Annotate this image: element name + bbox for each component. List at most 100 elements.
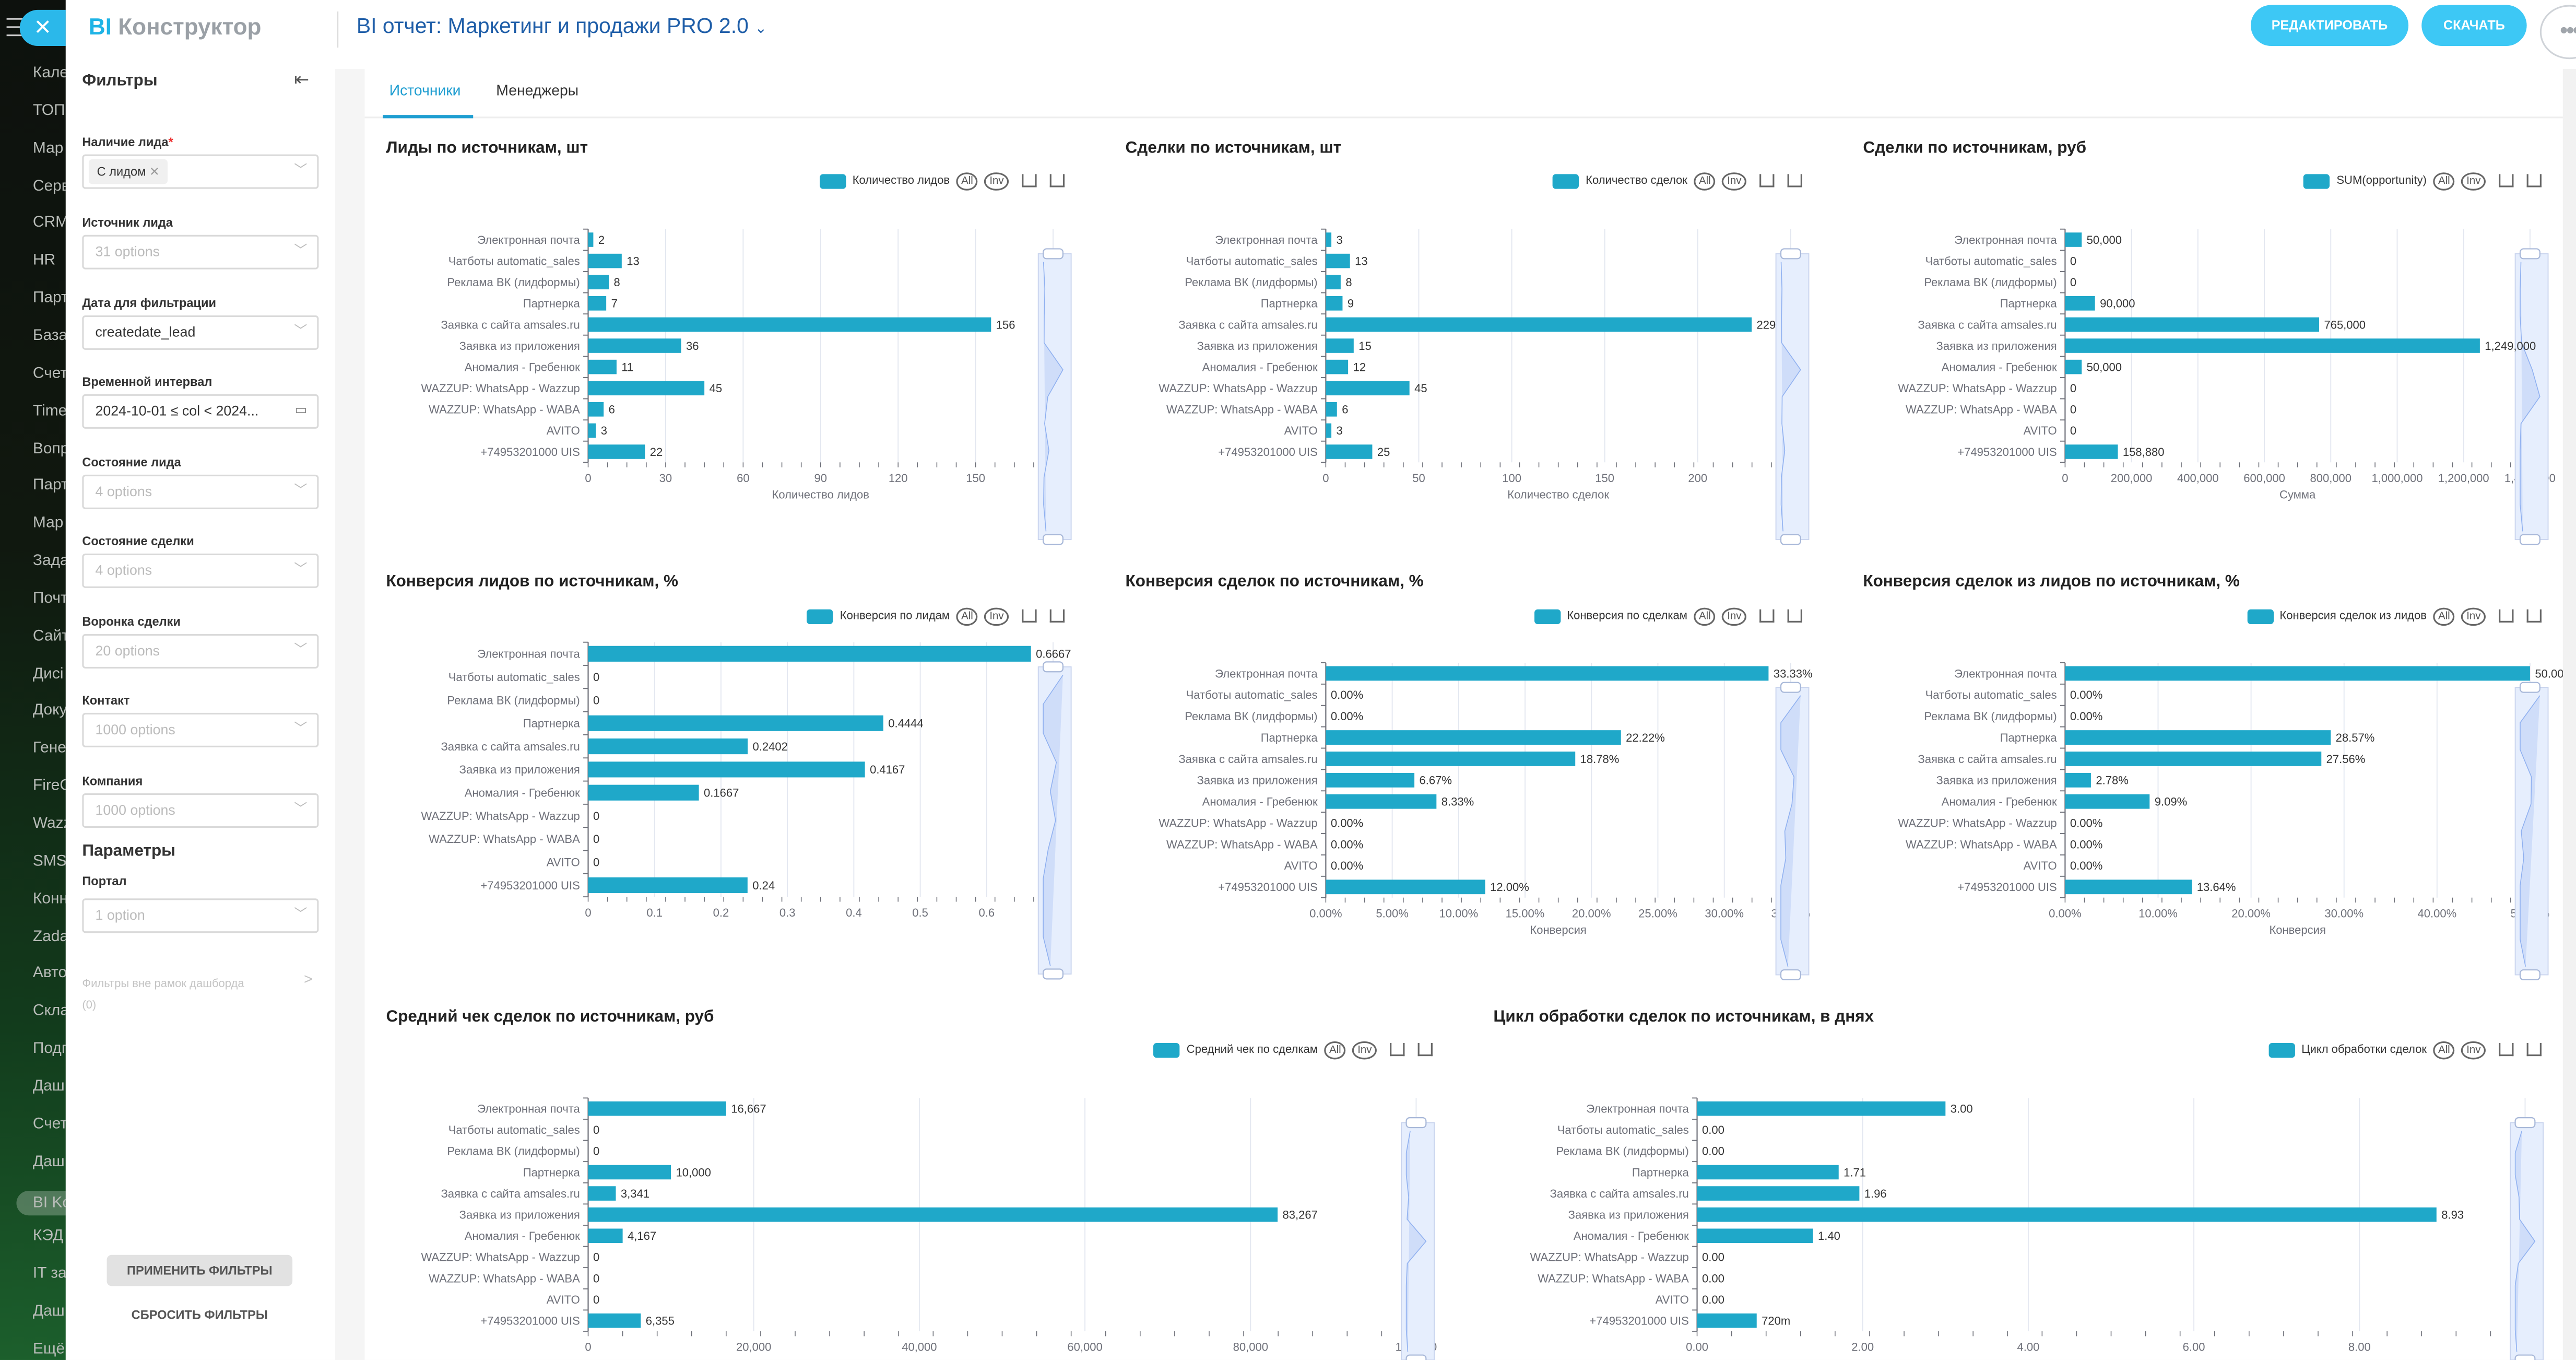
nav-item[interactable]: Вопр xyxy=(32,439,66,458)
nav-item[interactable]: Счет xyxy=(32,1115,66,1133)
nav-item[interactable]: ТОП xyxy=(32,101,65,120)
nav-item[interactable]: Даш xyxy=(32,1152,65,1171)
filter-select[interactable]: 20 options ﹀ xyxy=(82,634,319,669)
zoom-select-icon[interactable] xyxy=(1022,609,1037,623)
nav-item[interactable]: Скла xyxy=(32,1002,66,1021)
nav-item[interactable]: Даш xyxy=(32,1077,65,1096)
nav-item[interactable]: База xyxy=(32,326,66,345)
nav-item[interactable]: Дисі xyxy=(32,664,64,683)
report-title-dropdown[interactable]: BI отчет: Маркетинг и продажи PRO 2.0 ⌄ xyxy=(357,13,767,38)
legend-label[interactable]: Средний чек по сделкам xyxy=(1186,1044,1318,1056)
nav-item[interactable]: Wazz xyxy=(32,814,66,833)
zoom-select-icon[interactable] xyxy=(1390,1043,1405,1057)
legend-all-button[interactable]: All xyxy=(956,607,978,625)
nav-item[interactable]: КЭД xyxy=(32,1227,64,1246)
legend-invert-button[interactable]: Inv xyxy=(1352,1040,1377,1059)
legend-swatch[interactable] xyxy=(1534,608,1561,624)
portal-select[interactable]: 1 option ﹀ xyxy=(82,898,319,933)
nav-item[interactable]: BI Ko xyxy=(16,1190,66,1215)
nav-item[interactable]: Кале xyxy=(32,64,66,83)
legend-invert-button[interactable]: Inv xyxy=(1722,607,1746,625)
apply-filters-button[interactable]: ПРИМЕНИТЬ ФИЛЬТРЫ xyxy=(107,1255,293,1286)
tab-managers[interactable]: Менеджеры xyxy=(496,82,579,99)
zoom-select-icon[interactable] xyxy=(2499,1043,2514,1057)
nav-item[interactable]: Мар xyxy=(32,139,64,157)
filter-select[interactable]: 31 options ﹀ xyxy=(82,235,319,269)
legend-swatch[interactable] xyxy=(2247,608,2273,624)
filter-select[interactable]: 2024-10-01 ≤ col < 2024... ▭ xyxy=(82,394,319,429)
nav-item[interactable]: FireC xyxy=(32,777,66,795)
chevron-right-icon[interactable]: > xyxy=(304,970,313,988)
nav-item[interactable]: Серв xyxy=(32,177,66,195)
nav-item[interactable]: Гене xyxy=(32,740,66,758)
zoom-select-icon[interactable] xyxy=(2499,174,2514,187)
legend-invert-button[interactable]: Inv xyxy=(2461,1040,2486,1059)
nav-item[interactable]: Подг xyxy=(32,1040,66,1058)
nav-item[interactable]: Time xyxy=(32,402,66,420)
legend-all-button[interactable]: All xyxy=(2433,171,2455,190)
zoom-reset-icon[interactable] xyxy=(2526,174,2542,187)
nav-item[interactable]: Сайт xyxy=(32,627,66,646)
legend-invert-button[interactable]: Inv xyxy=(984,171,1009,190)
nav-item[interactable]: Ещё xyxy=(32,1340,65,1358)
zoom-reset-icon[interactable] xyxy=(1787,174,1802,187)
zoom-reset-icon[interactable] xyxy=(2526,609,2542,623)
outside-filters-link[interactable]: Фильтры вне рамок дашборда (0) xyxy=(82,979,244,1012)
filter-select[interactable]: 1000 options ﹀ xyxy=(82,793,319,828)
legend-swatch[interactable] xyxy=(1153,1042,1180,1057)
nav-item[interactable]: IT за xyxy=(32,1265,66,1283)
legend-invert-button[interactable]: Inv xyxy=(984,607,1009,625)
filter-select[interactable]: 4 options ﹀ xyxy=(82,553,319,588)
legend-label[interactable]: Конверсия по лидам xyxy=(840,610,950,622)
nav-item[interactable]: Парт xyxy=(32,477,66,495)
filter-select[interactable]: С лидом ✕ ﹀ xyxy=(82,154,319,189)
nav-item[interactable]: Авто xyxy=(32,965,66,983)
nav-item[interactable]: Zada xyxy=(32,927,66,946)
page-scrollbar[interactable] xyxy=(2562,69,2576,1360)
nav-item[interactable]: CRM xyxy=(32,214,66,232)
reset-filters-button[interactable]: СБРОСИТЬ ФИЛЬТРЫ xyxy=(131,1307,268,1322)
legend-all-button[interactable]: All xyxy=(2433,607,2455,625)
legend-swatch[interactable] xyxy=(819,173,846,189)
zoom-reset-icon[interactable] xyxy=(1417,1043,1433,1057)
legend-swatch[interactable] xyxy=(807,608,834,624)
legend-label[interactable]: Количество сделок xyxy=(1586,174,1687,186)
nav-item[interactable]: Доку xyxy=(32,702,66,720)
legend-all-button[interactable]: All xyxy=(2433,1040,2455,1059)
filter-select[interactable]: 4 options ﹀ xyxy=(82,474,319,509)
remove-icon[interactable]: ✕ xyxy=(149,164,160,179)
zoom-select-icon[interactable] xyxy=(1759,609,1775,623)
filter-select[interactable]: createdate_lead ﹀ xyxy=(82,315,319,350)
legend-invert-button[interactable]: Inv xyxy=(2461,607,2486,625)
nav-item[interactable]: Даш xyxy=(32,1303,65,1321)
legend-label[interactable]: Количество лидов xyxy=(852,174,950,186)
legend-swatch[interactable] xyxy=(2268,1042,2295,1057)
legend-label[interactable]: Конверсия сделок из лидов xyxy=(2279,610,2427,622)
legend-all-button[interactable]: All xyxy=(1694,171,1716,190)
legend-swatch[interactable] xyxy=(1553,173,1579,189)
nav-item[interactable]: Зада xyxy=(32,552,66,570)
nav-item[interactable]: Почт xyxy=(32,589,66,608)
calendar-icon[interactable]: ▭ xyxy=(294,402,308,417)
edit-button[interactable]: РЕДАКТИРОВАТЬ xyxy=(2250,5,2409,46)
nav-item[interactable]: Счет xyxy=(32,364,66,383)
legend-all-button[interactable]: All xyxy=(1694,607,1716,625)
download-button[interactable]: СКАЧАТЬ xyxy=(2421,5,2527,46)
legend-all-button[interactable]: All xyxy=(956,171,978,190)
nav-item[interactable]: SMS xyxy=(32,852,66,871)
zoom-reset-icon[interactable] xyxy=(2526,1043,2542,1057)
zoom-reset-icon[interactable] xyxy=(1049,609,1065,623)
tab-sources[interactable]: Источники xyxy=(389,82,461,99)
zoom-reset-icon[interactable] xyxy=(1787,609,1802,623)
zoom-select-icon[interactable] xyxy=(1759,174,1775,187)
filter-select[interactable]: 1000 options ﹀ xyxy=(82,712,319,747)
zoom-select-icon[interactable] xyxy=(2499,609,2514,623)
hamburger-icon[interactable] xyxy=(6,18,25,37)
legend-label[interactable]: Цикл обработки сделок xyxy=(2301,1044,2427,1056)
legend-all-button[interactable]: All xyxy=(1324,1040,1346,1059)
legend-label[interactable]: Конверсия по сделкам xyxy=(1567,610,1687,622)
legend-label[interactable]: SUM(opportunity) xyxy=(2336,174,2427,186)
legend-invert-button[interactable]: Inv xyxy=(1722,171,1746,190)
nav-item[interactable]: HR xyxy=(32,251,56,270)
nav-item[interactable]: Конн xyxy=(32,889,66,908)
